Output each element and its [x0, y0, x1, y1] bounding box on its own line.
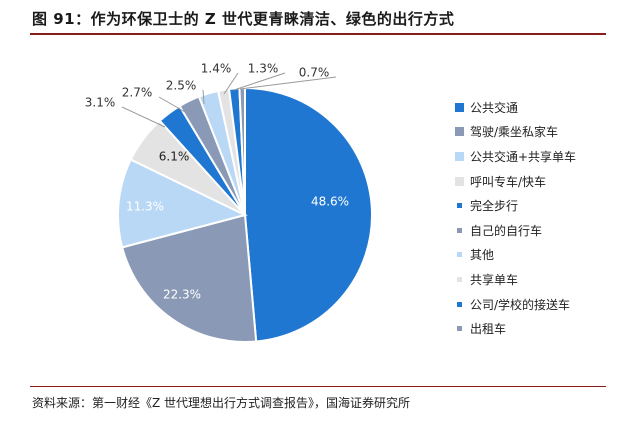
- legend-label: 其他: [470, 248, 495, 263]
- leader-line: [158, 96, 186, 113]
- legend-swatch: [455, 151, 464, 161]
- legend-label: 公司/学校的接送车: [470, 297, 571, 312]
- legend-item: 驾驶/乘坐私家车: [455, 120, 576, 145]
- legend-item: 呼叫专车/快车: [455, 169, 576, 194]
- leader-line: [121, 106, 166, 128]
- title-rule: [30, 33, 606, 35]
- legend-label: 完全步行: [470, 199, 519, 214]
- slice-value-label: 1.4%: [201, 62, 232, 76]
- legend-item: 完全步行: [455, 193, 576, 218]
- legend-label: 公共交通+共享单车: [470, 149, 577, 164]
- legend-label: 自己的自行车: [470, 223, 543, 238]
- legend-swatch: [457, 326, 462, 332]
- legend-label: 共享单车: [470, 272, 519, 287]
- legend-swatch: [455, 176, 464, 186]
- slice-value-label: 2.5%: [166, 79, 197, 93]
- leader-line: [202, 89, 205, 105]
- pie-slice: [244, 86, 373, 343]
- chart-legend: 公共交通驾驶/乘坐私家车公共交通+共享单车 呼叫专车/快车 完全步行自己的自行车 其他…: [455, 95, 576, 341]
- pie-slice: [120, 213, 258, 343]
- legend-swatch: [457, 227, 462, 233]
- legend-swatch: [455, 127, 464, 137]
- legend-item: 其他: [455, 243, 576, 268]
- leader-line: [239, 76, 337, 90]
- legend-item: 公司/学校的接送车: [455, 292, 576, 317]
- legend-swatch: [457, 276, 462, 282]
- legend-label: 公共交通: [470, 100, 519, 115]
- source-rule: [30, 386, 606, 387]
- figure-title: 图 91：作为环保卫士的 Z 世代更青睐清洁、绿色的出行方式: [32, 10, 455, 28]
- legend-item: 公共交通: [455, 95, 576, 120]
- slice-value-label: 3.1%: [85, 96, 116, 110]
- legend-item: 共享单车: [455, 267, 576, 292]
- legend-label: 驾驶/乘坐私家车: [470, 125, 559, 140]
- slice-value-label: 48.6%: [311, 195, 349, 209]
- slice-value-label: 0.7%: [299, 66, 330, 80]
- legend-label: 出租车: [470, 322, 507, 337]
- legend-item: 出租车: [455, 316, 576, 341]
- slice-value-label: 11.3%: [126, 200, 164, 214]
- leader-line: [223, 72, 239, 95]
- slice-value-label: 2.7%: [122, 86, 153, 100]
- legend-swatch: [457, 203, 462, 209]
- legend-item: 自己的自行车: [455, 218, 576, 243]
- legend-swatch: [457, 252, 462, 258]
- figure-source: 资料来源：第一财经《Z 世代理想出行方式调查报告》，国海证券研究所: [32, 396, 411, 410]
- leader-line: [233, 72, 286, 91]
- legend-swatch: [455, 102, 464, 112]
- slice-value-label: 6.1%: [159, 150, 190, 164]
- slice-value-label: 22.3%: [163, 288, 201, 302]
- slice-value-label: 1.3%: [248, 62, 279, 76]
- legend-item: 公共交通+共享单车: [455, 144, 576, 169]
- legend-swatch: [457, 301, 462, 307]
- pie-slice: [117, 158, 248, 249]
- legend-label: 呼叫专车/快车: [470, 174, 547, 189]
